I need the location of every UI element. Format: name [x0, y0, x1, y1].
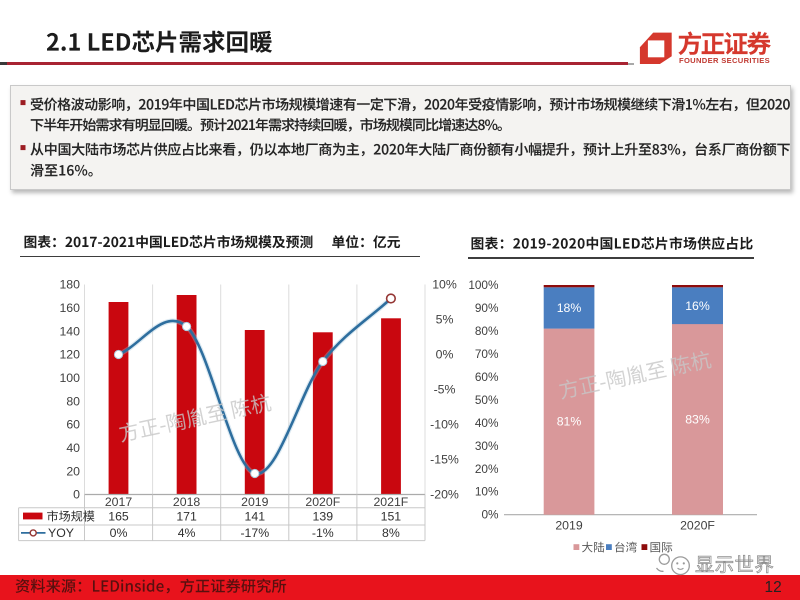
svg-text:60: 60 — [66, 418, 80, 432]
svg-text:83%: 83% — [685, 412, 710, 426]
svg-text:171: 171 — [176, 510, 197, 524]
svg-text:151: 151 — [381, 510, 402, 524]
svg-text:180: 180 — [59, 278, 80, 292]
svg-text:2017: 2017 — [105, 495, 133, 509]
svg-text:165: 165 — [108, 510, 129, 524]
svg-text:YOY: YOY — [48, 526, 74, 540]
svg-text:2018: 2018 — [173, 495, 201, 509]
svg-text:0%: 0% — [110, 526, 128, 540]
svg-text:60%: 60% — [475, 370, 499, 384]
svg-text:-17%: -17% — [240, 526, 269, 540]
svg-text:2021F: 2021F — [373, 495, 408, 509]
svg-text:-5%: -5% — [434, 383, 456, 397]
svg-text:10%: 10% — [475, 485, 499, 499]
svg-text:2019: 2019 — [555, 519, 583, 533]
svg-text:81%: 81% — [557, 415, 582, 429]
svg-text:-10%: -10% — [430, 418, 459, 432]
svg-text:4%: 4% — [178, 526, 196, 540]
svg-text:80%: 80% — [475, 324, 499, 338]
svg-text:8%: 8% — [382, 526, 400, 540]
svg-text:141: 141 — [245, 510, 266, 524]
svg-text:12: 12 — [765, 579, 782, 596]
svg-text:80: 80 — [66, 394, 80, 408]
svg-text:30%: 30% — [475, 439, 499, 453]
svg-text:139: 139 — [313, 510, 334, 524]
svg-text:2020F: 2020F — [305, 495, 340, 509]
svg-text:40%: 40% — [475, 416, 499, 430]
svg-text:100%: 100% — [468, 278, 499, 292]
svg-text:10%: 10% — [432, 278, 457, 292]
svg-text:-1%: -1% — [312, 526, 334, 540]
svg-text:50%: 50% — [475, 393, 499, 407]
svg-text:2020F: 2020F — [680, 519, 715, 533]
svg-text:120: 120 — [59, 348, 80, 362]
svg-text:0%: 0% — [481, 508, 499, 522]
svg-text:0: 0 — [73, 488, 80, 502]
svg-text:-15%: -15% — [430, 453, 459, 467]
svg-text:20%: 20% — [475, 462, 499, 476]
svg-text:0%: 0% — [436, 348, 454, 362]
svg-text:18%: 18% — [557, 301, 582, 315]
svg-text:2019: 2019 — [241, 495, 269, 509]
svg-text:20: 20 — [66, 464, 80, 478]
svg-text:90%: 90% — [475, 301, 499, 315]
svg-text:40: 40 — [66, 441, 80, 455]
svg-text:160: 160 — [59, 301, 80, 315]
svg-text:5%: 5% — [436, 313, 454, 327]
svg-text:100: 100 — [59, 371, 80, 385]
svg-text:16%: 16% — [685, 299, 710, 313]
svg-text:140: 140 — [59, 324, 80, 338]
svg-text:70%: 70% — [475, 347, 499, 361]
svg-text:-20%: -20% — [430, 488, 459, 502]
